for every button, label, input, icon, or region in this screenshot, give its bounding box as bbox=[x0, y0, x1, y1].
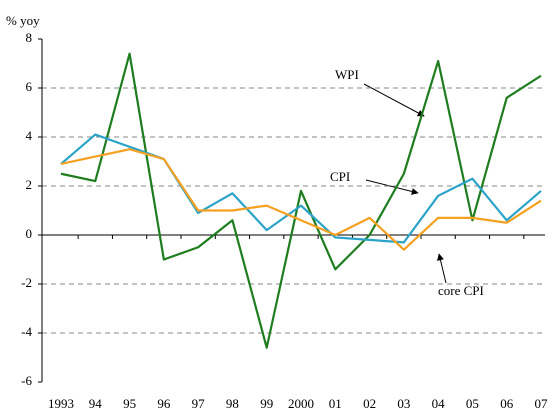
y-tick-label: -4 bbox=[21, 324, 32, 339]
x-tick-label: 06 bbox=[500, 396, 514, 411]
x-tick-label: 04 bbox=[432, 396, 446, 411]
series-label: WPI bbox=[335, 67, 359, 82]
y-axis-label: % yoy bbox=[6, 13, 40, 28]
series-line bbox=[60, 133, 542, 244]
series-label: CPI bbox=[330, 169, 350, 184]
series-line bbox=[60, 52, 542, 349]
y-tick-label: 0 bbox=[26, 226, 33, 241]
y-tick-label: 6 bbox=[26, 79, 33, 94]
x-tick-label: 95 bbox=[123, 396, 136, 411]
annotation-arrow bbox=[363, 83, 425, 117]
y-tick-label: 8 bbox=[26, 30, 33, 45]
x-tick-label: 07 bbox=[535, 396, 549, 411]
x-tick-label: 2000 bbox=[288, 396, 314, 411]
series-line bbox=[60, 148, 542, 251]
y-tick-label: 2 bbox=[26, 177, 33, 192]
x-tick-label: 96 bbox=[157, 396, 171, 411]
x-tick-label: 03 bbox=[397, 396, 410, 411]
x-tick-label: 97 bbox=[192, 396, 206, 411]
x-tick-label: 94 bbox=[89, 396, 103, 411]
y-tick-label: -2 bbox=[21, 275, 32, 290]
x-tick-label: 05 bbox=[466, 396, 479, 411]
x-tick-label: 99 bbox=[260, 396, 273, 411]
x-tick-label: 01 bbox=[329, 396, 342, 411]
y-tick-label: -6 bbox=[21, 373, 32, 388]
x-tick-label: 98 bbox=[226, 396, 239, 411]
x-tick-label: 02 bbox=[363, 396, 376, 411]
series-label: core CPI bbox=[438, 283, 484, 298]
x-tick-label: 1993 bbox=[48, 396, 74, 411]
y-tick-label: 4 bbox=[26, 128, 33, 143]
annotation-arrow bbox=[365, 179, 419, 195]
annotation-arrow bbox=[437, 253, 447, 284]
